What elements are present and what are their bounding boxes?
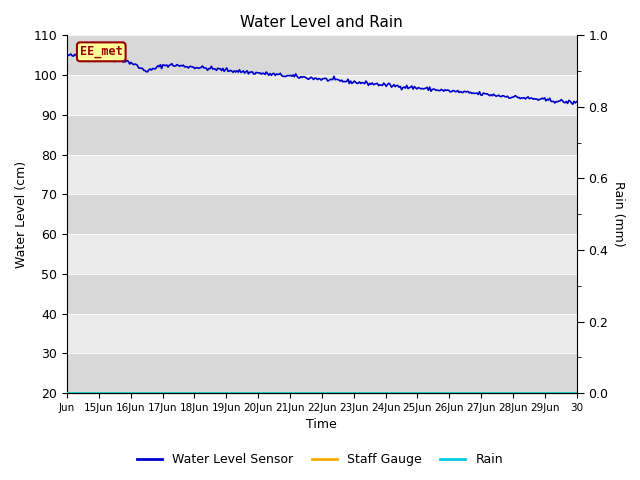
Legend: Water Level Sensor, Staff Gauge, Rain: Water Level Sensor, Staff Gauge, Rain [132,448,508,471]
Bar [67,36,577,75]
Y-axis label: Water Level (cm): Water Level (cm) [15,161,28,268]
Bar [67,115,577,155]
Text: EE_met: EE_met [80,45,123,59]
Bar [67,75,577,115]
Bar [67,274,577,313]
Bar [67,353,577,393]
Bar [67,313,577,353]
Bar [67,194,577,234]
Bar [67,155,577,194]
Title: Water Level and Rain: Water Level and Rain [241,15,403,30]
X-axis label: Time: Time [307,419,337,432]
Y-axis label: Rain (mm): Rain (mm) [612,181,625,247]
Bar [67,234,577,274]
